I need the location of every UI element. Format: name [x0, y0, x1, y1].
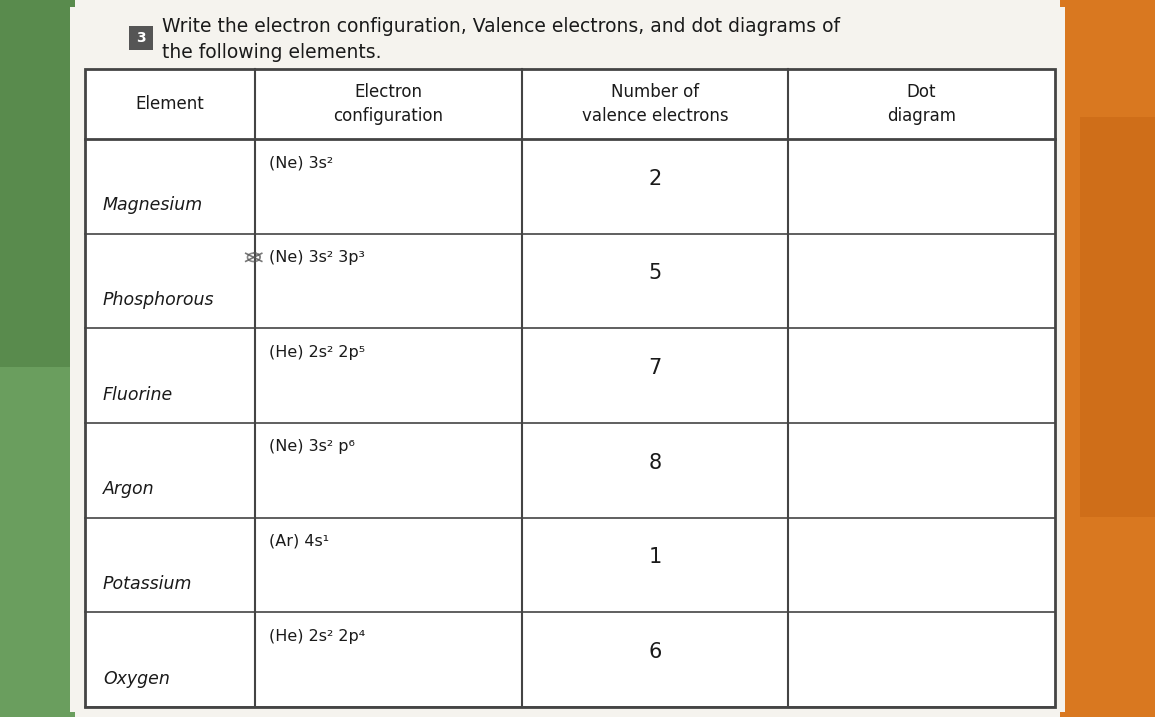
FancyBboxPatch shape — [0, 0, 75, 717]
Text: 8: 8 — [648, 452, 662, 473]
Text: Element: Element — [135, 95, 204, 113]
Text: 7: 7 — [648, 358, 662, 378]
FancyBboxPatch shape — [0, 0, 75, 367]
Text: Potassium: Potassium — [103, 575, 193, 593]
Text: (He) 2s² 2p⁵: (He) 2s² 2p⁵ — [269, 344, 365, 359]
FancyBboxPatch shape — [1060, 0, 1155, 717]
Text: 3: 3 — [136, 31, 146, 45]
Text: (He) 2s² 2p⁴: (He) 2s² 2p⁴ — [269, 629, 365, 643]
Text: Fluorine: Fluorine — [103, 386, 173, 404]
Text: Argon: Argon — [103, 480, 155, 498]
FancyBboxPatch shape — [1080, 117, 1155, 517]
FancyBboxPatch shape — [129, 26, 152, 50]
Text: 1: 1 — [648, 547, 662, 567]
Text: Write the electron configuration, Valence electrons, and dot diagrams of: Write the electron configuration, Valenc… — [162, 17, 840, 37]
Text: Dot
diagram: Dot diagram — [887, 83, 956, 125]
FancyBboxPatch shape — [70, 7, 1065, 712]
Text: (Ar) 4s¹: (Ar) 4s¹ — [269, 534, 329, 549]
Text: Phosphorous: Phosphorous — [103, 291, 215, 309]
Text: (Ne) 3s² p⁶: (Ne) 3s² p⁶ — [269, 440, 355, 454]
Text: 2: 2 — [648, 168, 662, 189]
Text: Number of
valence electrons: Number of valence electrons — [582, 83, 728, 125]
Text: Electron
configuration: Electron configuration — [333, 83, 444, 125]
Bar — [85, 69, 1055, 707]
Bar — [85, 69, 1055, 707]
Text: Oxygen: Oxygen — [103, 670, 170, 688]
Text: 6: 6 — [648, 642, 662, 662]
Text: 5: 5 — [648, 263, 662, 283]
Text: (Ne) 3s² 3p³: (Ne) 3s² 3p³ — [269, 250, 365, 265]
Text: the following elements.: the following elements. — [162, 42, 381, 62]
Text: (Ne) 3s²: (Ne) 3s² — [269, 155, 333, 170]
Text: Magnesium: Magnesium — [103, 196, 203, 214]
